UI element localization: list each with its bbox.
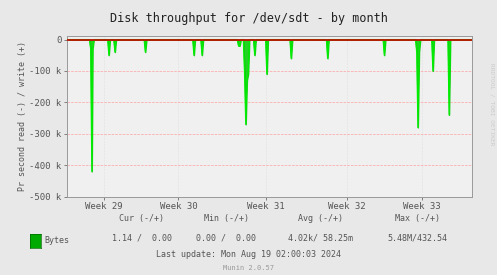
Text: 1.14 /  0.00: 1.14 / 0.00 (112, 234, 171, 243)
Text: Cur (-/+): Cur (-/+) (119, 214, 164, 223)
Text: Avg (-/+): Avg (-/+) (298, 214, 343, 223)
Text: Max (-/+): Max (-/+) (395, 214, 440, 223)
Text: RRDTOOL / TOBI OETIKER: RRDTOOL / TOBI OETIKER (490, 63, 495, 146)
Text: 4.02k/ 58.25m: 4.02k/ 58.25m (288, 234, 353, 243)
Text: Munin 2.0.57: Munin 2.0.57 (223, 265, 274, 271)
Text: 5.48M/432.54: 5.48M/432.54 (388, 234, 447, 243)
Text: Bytes: Bytes (45, 236, 70, 245)
Text: 0.00 /  0.00: 0.00 / 0.00 (196, 234, 256, 243)
Text: Last update: Mon Aug 19 02:00:03 2024: Last update: Mon Aug 19 02:00:03 2024 (156, 250, 341, 259)
Text: Disk throughput for /dev/sdt - by month: Disk throughput for /dev/sdt - by month (109, 12, 388, 25)
Y-axis label: Pr second read (-) / write (+): Pr second read (-) / write (+) (17, 41, 26, 191)
Text: Min (-/+): Min (-/+) (204, 214, 248, 223)
